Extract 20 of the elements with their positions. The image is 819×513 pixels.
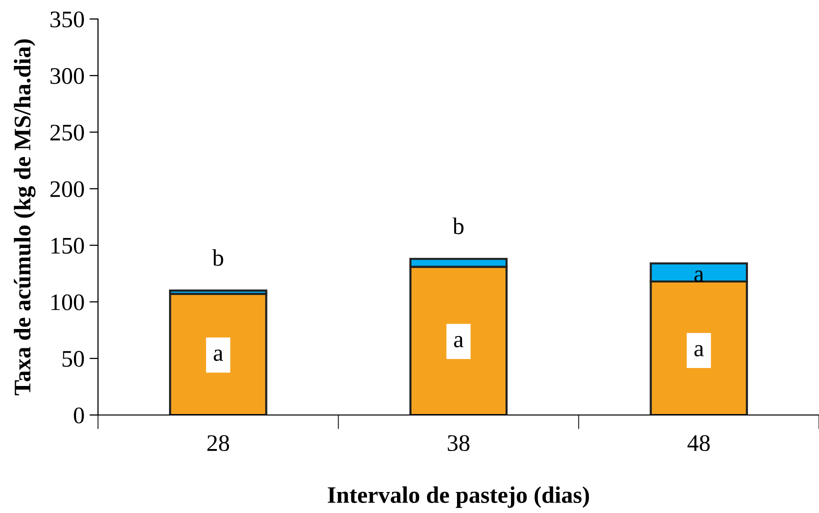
y-tick-label: 150 bbox=[51, 238, 84, 254]
y-tick-label: 350 bbox=[50, 11, 84, 28]
y-tick-label: 300 bbox=[50, 68, 84, 84]
x-tick-label: 38 bbox=[448, 435, 470, 452]
annotation: a bbox=[694, 270, 704, 282]
y-tick-label: 200 bbox=[50, 181, 84, 198]
annotation: b bbox=[452, 218, 464, 234]
annotation: a bbox=[214, 350, 224, 361]
x-tick-label: 28 bbox=[207, 435, 230, 452]
annotation: a bbox=[694, 345, 704, 356]
x-tick-label: 48 bbox=[687, 435, 710, 452]
y-axis-title: Taxa de acúmulo (kg de MS/ha.dia) bbox=[14, 39, 36, 396]
y-tick-label: 0 bbox=[74, 407, 84, 424]
annotation: a bbox=[454, 336, 464, 348]
x-axis-title: Intervalo de pastejo (dias) bbox=[328, 486, 589, 508]
y-tick-label: 250 bbox=[50, 124, 84, 141]
bar bbox=[169, 292, 268, 415]
y-tick-label: 50 bbox=[62, 350, 84, 367]
annotation: b bbox=[212, 249, 224, 266]
y-tick-label: 100 bbox=[51, 294, 84, 310]
